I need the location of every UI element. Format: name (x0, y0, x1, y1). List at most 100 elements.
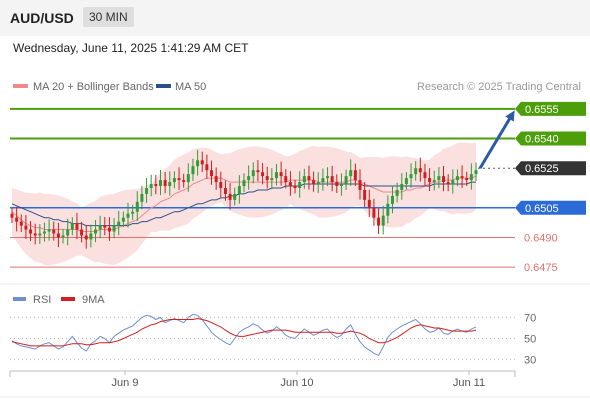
candle-body (237, 186, 241, 194)
projection-arrow (478, 110, 515, 169)
candle-body (316, 182, 320, 185)
candle-body (432, 180, 436, 183)
candle-body (428, 178, 432, 183)
candle-body (172, 178, 176, 183)
rsi-tick-label: 70 (524, 312, 536, 324)
candle-body (455, 176, 459, 181)
candle-body (474, 170, 478, 175)
candle-body (154, 184, 158, 187)
rsi-legend-swatch (13, 297, 26, 301)
candle-body (191, 166, 195, 175)
level-tag-0.6525 (515, 161, 586, 176)
candle-body (442, 176, 446, 183)
candle-body (107, 227, 111, 232)
candle-body (140, 193, 144, 202)
candle-body (19, 221, 23, 226)
candle-body (47, 229, 51, 232)
candle-body (381, 215, 385, 226)
candle-body (312, 180, 316, 185)
candle-body (423, 172, 427, 179)
candle-body (126, 213, 130, 218)
x-tick-label: Jun 9 (112, 377, 139, 389)
level-tag-0.6540 (515, 131, 586, 146)
candle-body (418, 168, 422, 173)
candle-body (437, 176, 441, 181)
candle-body (279, 172, 283, 177)
candle-body (29, 229, 33, 234)
x-tick-label: Jun 10 (280, 377, 313, 389)
candle-body (326, 176, 330, 179)
candle-body (70, 223, 74, 230)
candle-body (344, 176, 348, 185)
rsi-legend: RSI 9MA (13, 294, 105, 306)
chart-datetime: Wednesday, June 11, 2025 1:41:29 AM CET (13, 41, 249, 55)
candle-body (94, 229, 98, 234)
candle-body (228, 193, 232, 200)
timeframe-button[interactable]: 30 MIN (83, 7, 134, 27)
candle-body (61, 235, 65, 238)
candle-body (409, 174, 413, 179)
level-tag-0.6555 (515, 101, 586, 116)
candle-body (196, 160, 200, 167)
candle-body (33, 233, 37, 236)
ma20-legend-label: MA 20 + Bollinger Bands (33, 81, 154, 93)
rsi-tick-label: 50 (524, 334, 536, 346)
rsi-legend-label: RSI (33, 294, 51, 306)
candle-body (15, 217, 19, 222)
candle-body (145, 188, 149, 194)
ma50-legend-label: MA 50 (175, 81, 206, 93)
x-axis: Jun 9 Jun 10 Jun 11 (9, 370, 516, 389)
candle-body (168, 182, 172, 187)
candle-body (460, 176, 464, 179)
level-label-0.6525: 0.6525 (525, 163, 559, 175)
candle-body (395, 189, 399, 196)
rsi-tick-label: 30 (524, 355, 536, 367)
main-legend: MA 20 + Bollinger Bands MA 50 Research ©… (13, 81, 581, 93)
candle-body (163, 180, 167, 187)
candle-body (363, 189, 367, 200)
ma50-legend-swatch (156, 84, 171, 88)
candle-body (367, 199, 371, 208)
level-label-0.6540: 0.6540 (525, 134, 559, 146)
candle-body (256, 170, 260, 173)
candle-body (302, 176, 306, 183)
candle-body (205, 164, 209, 171)
candle-body (335, 182, 339, 187)
candle-body (293, 186, 297, 188)
candle-body (84, 235, 88, 240)
candle-body (414, 168, 418, 175)
candle-body (52, 229, 56, 234)
ma50-line (11, 181, 476, 227)
candle-body (261, 172, 265, 177)
candle-body (223, 188, 227, 194)
rsi-ma-legend-label: 9MA (82, 294, 105, 306)
candle-body (10, 213, 14, 218)
candle-body (404, 178, 408, 185)
candle-body (349, 170, 353, 177)
candle-body (182, 180, 186, 183)
candle-body (307, 176, 311, 181)
candle-body (131, 211, 135, 214)
candle-body (446, 182, 450, 185)
candle-body (451, 180, 455, 185)
level-label-0.6490: 0.6490 (524, 232, 558, 244)
candle-body (251, 170, 255, 177)
candle-body (214, 176, 218, 183)
candle-body (219, 182, 223, 188)
candle-body (465, 178, 469, 181)
candle-body (112, 225, 116, 232)
candle-body (66, 229, 70, 236)
candle-body (135, 201, 139, 212)
candle-body (56, 233, 60, 238)
candle-body (339, 184, 343, 187)
candle-body (233, 193, 237, 200)
candle-body (270, 178, 274, 181)
candle-body (288, 182, 292, 187)
candle-body (372, 207, 376, 218)
level-tag-0.6505 (515, 200, 586, 215)
level-label-0.6555: 0.6555 (525, 104, 559, 116)
candle-body (186, 174, 190, 183)
candle-body (274, 172, 278, 179)
rsi-line (11, 313, 477, 357)
